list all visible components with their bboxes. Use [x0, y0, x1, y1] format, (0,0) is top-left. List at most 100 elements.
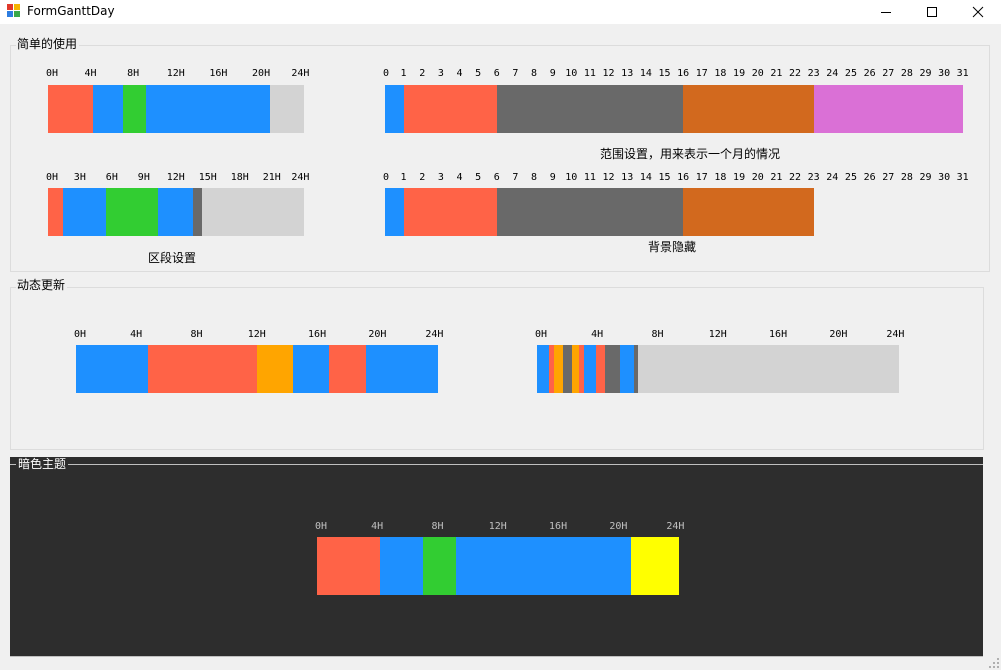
month-chart-hidden-bg-tick-label: 12 — [602, 172, 615, 183]
day-chart-section-tick-label: 15H — [198, 172, 217, 183]
maximize-button[interactable] — [909, 0, 955, 24]
month-chart-range-tick-label: 26 — [863, 68, 876, 79]
month-chart-hidden-bg-tick-label: 23 — [807, 172, 820, 183]
month-chart-hidden-bg-segment[interactable] — [403, 188, 497, 236]
day-chart-dynamic-2-tick-label: 0H — [535, 329, 548, 340]
minimize-button[interactable] — [863, 0, 909, 24]
month-chart-hidden-bg-tick-label: 21 — [770, 172, 783, 183]
month-chart-hidden-bg-segment[interactable] — [683, 188, 814, 236]
day-chart-dynamic-1-segment[interactable] — [76, 345, 149, 393]
day-chart-dynamic-2-segment[interactable] — [633, 345, 639, 393]
month-chart-range-tick-label: 4 — [456, 68, 463, 79]
day-chart-dynamic-1: 0H 4H 8H 12H 16H 20H 24H — [74, 329, 443, 393]
day-chart-basic-segment[interactable] — [122, 85, 147, 133]
day-chart-dynamic-1-segment[interactable] — [365, 345, 438, 393]
month-chart-range-tick-label: 29 — [919, 68, 932, 79]
month-chart-range-segment[interactable] — [385, 85, 404, 133]
month-chart-hidden-bg-tick-label: 18 — [714, 172, 727, 183]
month-chart-hidden-bg-tick-label: 27 — [882, 172, 895, 183]
month-chart-hidden-bg-tick-label: 30 — [938, 172, 951, 183]
month-chart-hidden-bg-tick-label: 8 — [531, 172, 538, 183]
day-chart-section-segment[interactable] — [105, 188, 158, 236]
group-simple-usage — [10, 45, 990, 272]
month-chart-hidden-bg-segment[interactable] — [385, 188, 404, 236]
month-chart-hidden-bg-tick-label: 9 — [549, 172, 556, 183]
day-chart-basic-segment[interactable] — [48, 85, 93, 133]
day-chart-basic-segment[interactable] — [146, 85, 270, 133]
close-icon — [972, 6, 984, 18]
day-chart-dark-segment[interactable] — [380, 537, 423, 595]
month-chart-range-tick-label: 20 — [751, 68, 764, 79]
month-chart-hidden-bg: 0 1 2 3 4 5 6 7 8 9 10 11 12 13 14 15 16 17 18 19 20 21 22 23 24… — [383, 172, 969, 254]
month-chart-range-tick-label: 16 — [677, 68, 690, 79]
month-chart-hidden-bg-segment[interactable] — [496, 188, 684, 236]
month-chart-hidden-bg-tick-label: 4 — [456, 172, 463, 183]
day-chart-basic-segment[interactable] — [269, 85, 304, 133]
app-icon — [7, 4, 21, 18]
day-chart-dynamic-2-segment[interactable] — [571, 345, 580, 393]
day-chart-dark-segment[interactable] — [455, 537, 631, 595]
window-title: FormGanttDay — [27, 4, 115, 18]
day-chart-dynamic-1-tick-label: 24H — [425, 329, 444, 340]
day-chart-section-segment[interactable] — [193, 188, 202, 236]
day-chart-dynamic-2-segment[interactable] — [604, 345, 620, 393]
month-chart-range-tick-label: 22 — [788, 68, 802, 79]
day-chart-dynamic-2-segment[interactable] — [595, 345, 605, 393]
minimize-icon — [881, 12, 891, 13]
day-chart-dynamic-2-segment[interactable] — [549, 345, 554, 393]
day-chart-section-tick-label: 0H — [46, 172, 59, 183]
month-chart-range-segment[interactable] — [496, 85, 684, 133]
month-chart-range-segment[interactable] — [683, 85, 814, 133]
month-chart-hidden-bg-tick-label: 3 — [437, 172, 444, 183]
month-chart-hidden-bg-tick-label: 1 — [400, 172, 407, 183]
month-chart-range: 0 1 2 3 4 5 6 7 8 9 10 11 12 13 14 15 16 17 18 19 20 21 22 23 24… — [383, 68, 969, 161]
day-chart-basic-tick-label: 24H — [291, 68, 310, 79]
month-chart-hidden-bg-tick-label: 25 — [844, 172, 857, 183]
resize-grip-icon[interactable] — [989, 658, 999, 668]
month-chart-range-tick-label: 25 — [844, 68, 857, 79]
month-chart-hidden-bg-caption: 背景隐藏 — [648, 240, 697, 254]
day-chart-dynamic-2-segment[interactable] — [537, 345, 550, 393]
month-chart-hidden-bg-tick-label: 2 — [419, 172, 426, 183]
day-chart-dark-tick-label: 8H — [431, 521, 444, 532]
day-chart-section-segment[interactable] — [201, 188, 304, 236]
month-chart-hidden-bg-tick-label: 10 — [565, 172, 578, 183]
month-chart-range-segment[interactable] — [403, 85, 497, 133]
day-chart-dark-tick-label: 4H — [371, 521, 384, 532]
day-chart-section-tick-label: 18H — [230, 172, 249, 183]
day-chart-basic-segment[interactable] — [92, 85, 123, 133]
month-chart-range-tick-label: 9 — [549, 68, 556, 79]
day-chart-dark-segment[interactable] — [630, 537, 679, 595]
day-chart-dynamic-2-segment[interactable] — [638, 345, 899, 393]
day-chart-dynamic-2-segment[interactable] — [562, 345, 572, 393]
day-chart-section-segment[interactable] — [157, 188, 194, 236]
day-chart-dynamic-1-segment[interactable] — [257, 345, 294, 393]
day-chart-dynamic-2-segment[interactable] — [583, 345, 596, 393]
day-chart-dynamic-2-segment[interactable] — [553, 345, 563, 393]
day-chart-section-segment[interactable] — [62, 188, 106, 236]
day-chart-section: 0H 3H 6H 9H 12H 15H 18H 21H 24H 区段设置 — [46, 172, 309, 265]
month-chart-range-tick-label: 14 — [639, 68, 652, 79]
month-chart-hidden-bg-tick-label: 31 — [956, 172, 969, 183]
day-chart-dynamic-1-segment[interactable] — [148, 345, 257, 393]
close-button[interactable] — [955, 0, 1001, 24]
day-chart-dynamic-2-segment[interactable] — [619, 345, 634, 393]
day-chart-dark-segment[interactable] — [422, 537, 456, 595]
day-chart-dark-tick-label: 0H — [315, 521, 328, 532]
day-chart-dark-segment[interactable] — [317, 537, 381, 595]
day-chart-dynamic-1-tick-label: 8H — [190, 329, 203, 340]
day-chart-dynamic-2-segment[interactable] — [579, 345, 584, 393]
group-title-dark-theme: 暗色主题 — [16, 457, 69, 471]
day-chart-dynamic-2-tick-label: 20H — [829, 329, 848, 340]
day-chart-section-segment[interactable] — [48, 188, 63, 236]
day-chart-basic: 0H 4H 8H 12H 16H 20H 24H — [46, 68, 309, 133]
day-chart-dynamic-1-segment[interactable] — [293, 345, 330, 393]
month-chart-hidden-bg-tick-label: 29 — [919, 172, 932, 183]
dark-group-bottom-border — [10, 656, 983, 657]
dark-group-top-border — [10, 464, 983, 465]
month-chart-range-segment[interactable] — [813, 85, 963, 133]
month-chart-range-tick-label: 15 — [658, 68, 671, 79]
day-chart-basic-tick-label: 20H — [252, 68, 271, 79]
day-chart-dynamic-1-segment[interactable] — [329, 345, 366, 393]
day-chart-dynamic-2-tick-label: 8H — [651, 329, 664, 340]
